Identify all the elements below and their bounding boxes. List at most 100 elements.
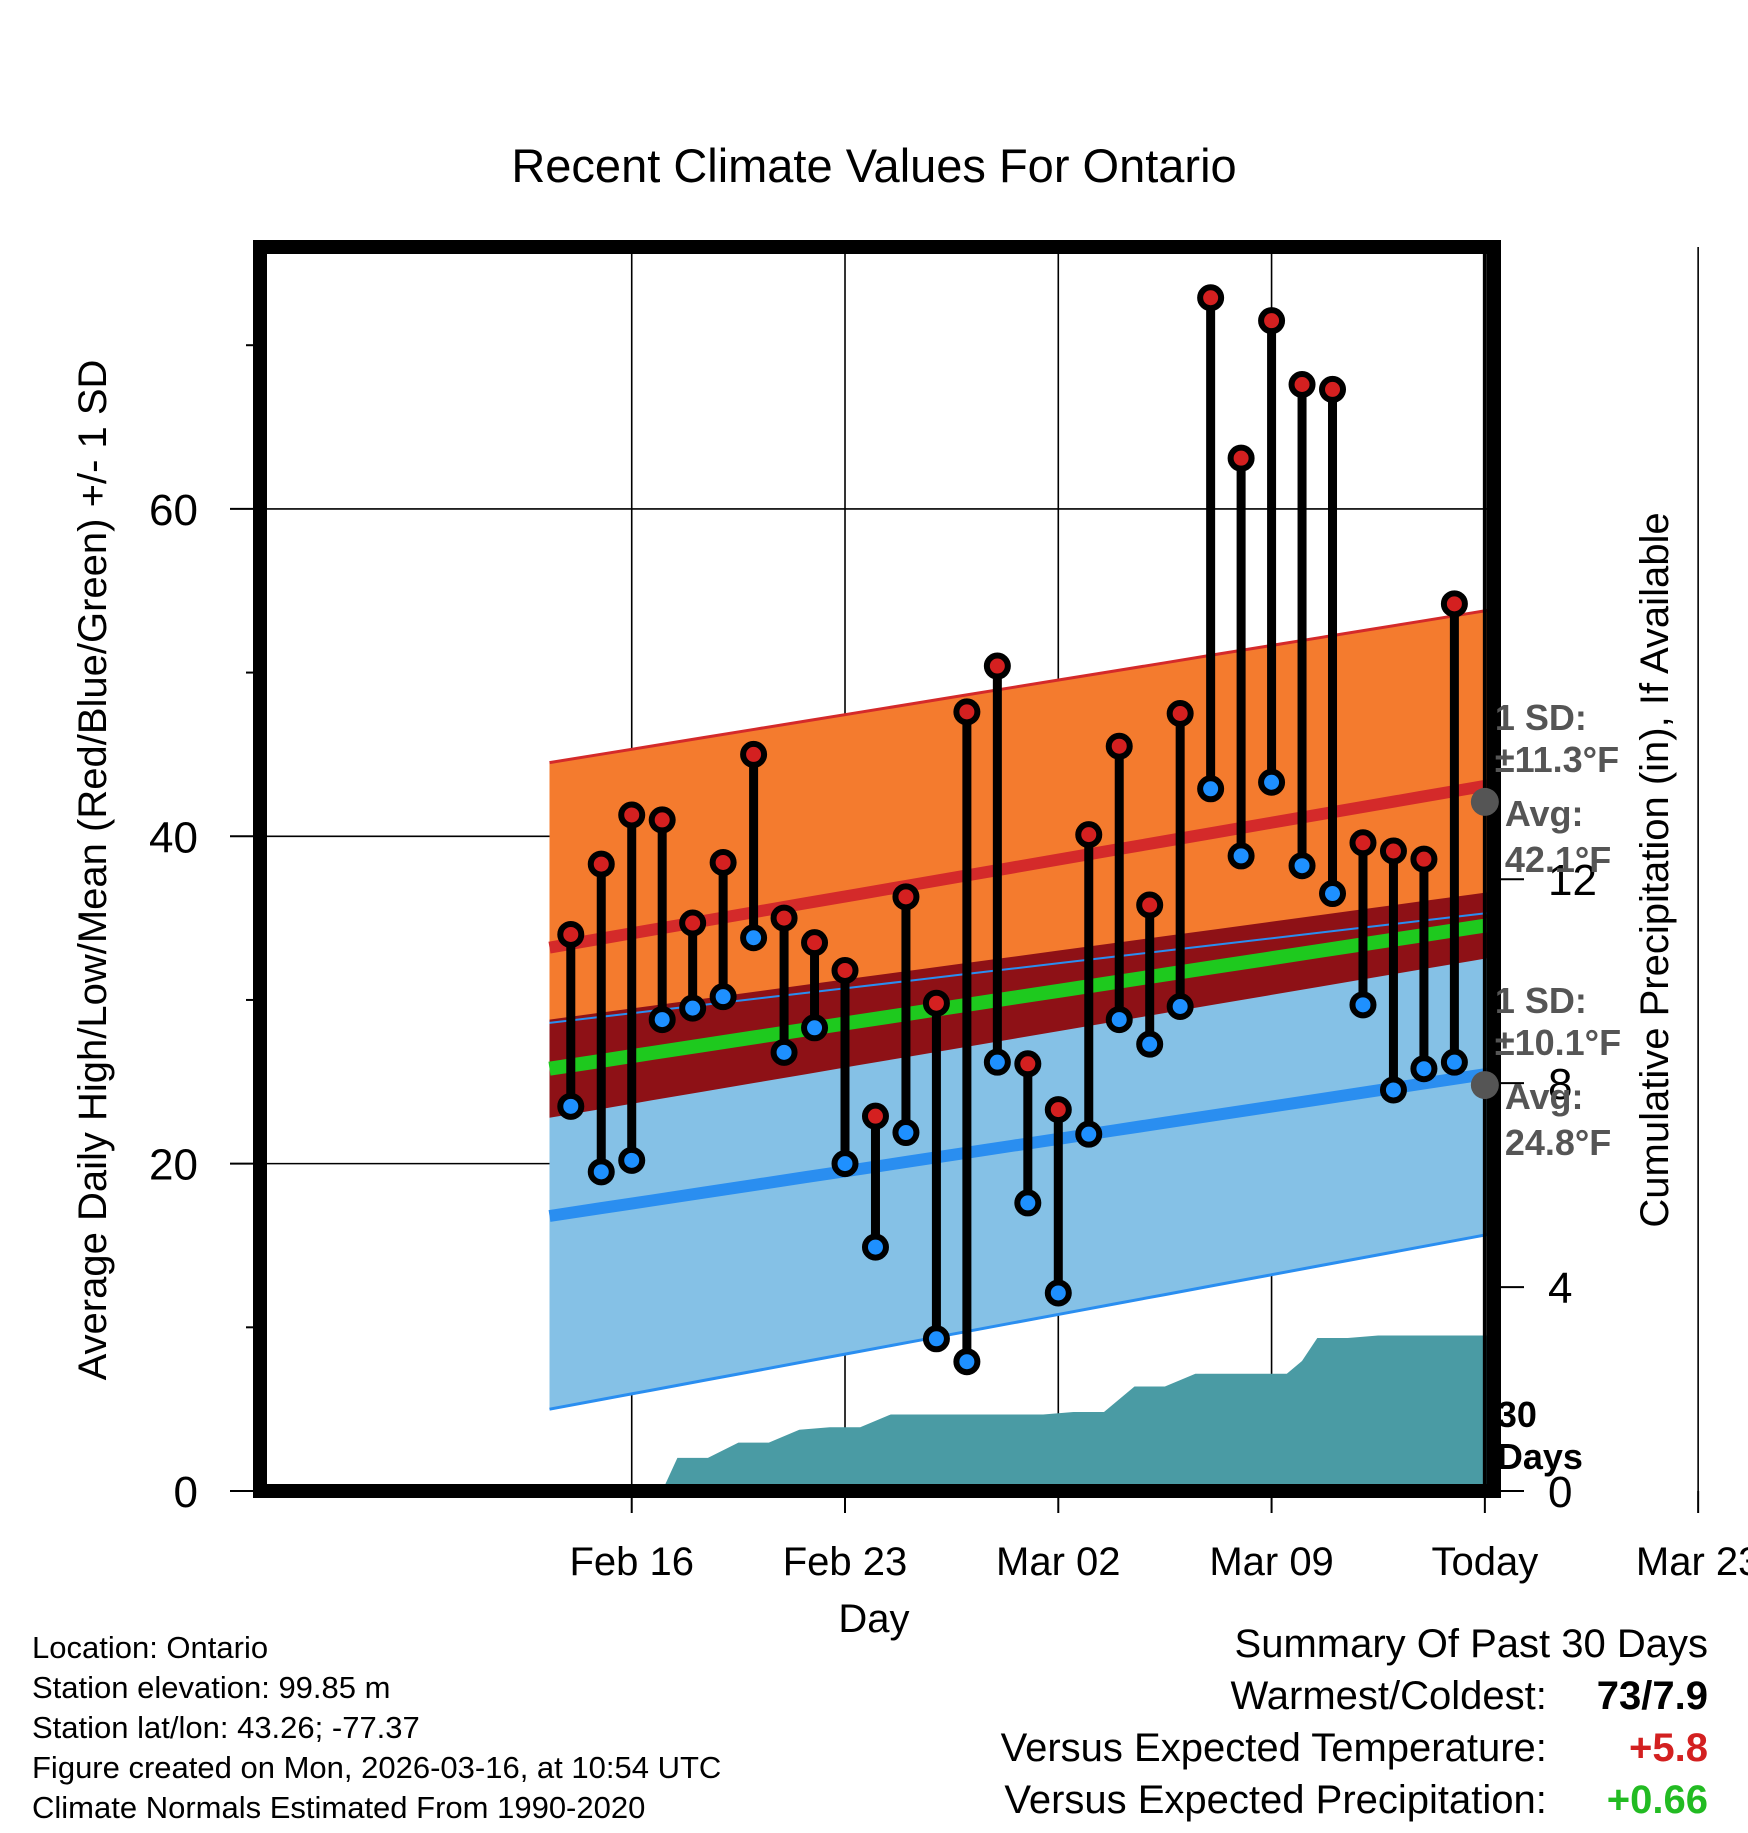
low-temp-point: [713, 986, 734, 1007]
x-axis-label: Day: [838, 1597, 909, 1641]
high-temp-point: [713, 852, 734, 873]
low-temp-point: [1352, 994, 1373, 1015]
low-temp-point: [1048, 1282, 1069, 1303]
high-temp-point: [652, 809, 673, 830]
y2-axis-label: Cumulative Precipitation (in), If Availa…: [1633, 512, 1677, 1227]
y-tick-label: 60: [149, 486, 198, 535]
y-tick-label: 0: [174, 1468, 198, 1517]
low-temp-point: [865, 1237, 886, 1258]
high-avg-point: [1471, 788, 1499, 816]
low-temp-point: [1017, 1192, 1038, 1213]
summary-precip-row: Versus Expected Precipitation: +0.66: [1001, 1774, 1708, 1826]
high-sd-value: ±11.3°F: [1495, 739, 1619, 780]
low-avg-point: [1471, 1071, 1499, 1099]
temp-value: +5.8: [1558, 1722, 1708, 1774]
x-tick-label: Feb 23: [783, 1540, 908, 1584]
high-temp-point: [591, 854, 612, 875]
high-temp-point: [1200, 287, 1221, 308]
low-temp-point: [1292, 855, 1313, 876]
warmest-value: 73/7.9: [1558, 1670, 1708, 1722]
high-temp-point: [1170, 703, 1191, 724]
high-temp-point: [1413, 849, 1434, 870]
low-temp-point: [1444, 1052, 1465, 1073]
low-sd-value: ±10.1°F: [1495, 1022, 1621, 1063]
summary-panel: Summary Of Past 30 Days Warmest/Coldest:…: [1001, 1618, 1708, 1826]
high-temp-point: [774, 908, 795, 929]
low-temp-point: [652, 1009, 673, 1030]
high-temp-point: [804, 932, 825, 953]
temp-label: Versus Expected Temperature:: [1001, 1726, 1547, 1770]
high-sd-label: 1 SD:: [1495, 697, 1587, 738]
low-temp-point: [621, 1150, 642, 1171]
high-temp-point: [835, 960, 856, 981]
normals-text: Climate Normals Estimated From 1990-2020: [32, 1788, 721, 1828]
x-tick-label: Mar 23: [1636, 1540, 1748, 1584]
elevation-text: Station elevation: 99.85 m: [32, 1668, 721, 1708]
high-temp-point: [1048, 1099, 1069, 1120]
low-temp-point: [835, 1153, 856, 1174]
high-temp-point: [1231, 448, 1252, 469]
summary-title: Summary Of Past 30 Days: [1001, 1618, 1708, 1670]
station-info: Location: Ontario Station elevation: 99.…: [32, 1628, 721, 1828]
high-temp-point: [1444, 593, 1465, 614]
low-temp-point: [591, 1161, 612, 1182]
high-temp-point: [560, 924, 581, 945]
high-temp-point: [895, 886, 916, 907]
low-temp-point: [1413, 1058, 1434, 1079]
precip-label: Versus Expected Precipitation:: [1004, 1778, 1547, 1822]
low-temp-point: [560, 1096, 581, 1117]
low-temp-point: [1231, 845, 1252, 866]
high-temp-point: [1322, 379, 1343, 400]
created-text: Figure created on Mon, 2026-03-16, at 10…: [32, 1748, 721, 1788]
low-temp-point: [1139, 1034, 1160, 1055]
low-sd-label: 1 SD:: [1495, 980, 1587, 1021]
high-temp-point: [743, 744, 764, 765]
y-axis-label: Average Daily High/Low/Mean (Red/Blue/Gr…: [71, 360, 115, 1381]
high-temp-point: [987, 656, 1008, 677]
high-temp-point: [621, 804, 642, 825]
low-temp-point: [774, 1042, 795, 1063]
warmest-label: Warmest/Coldest:: [1231, 1674, 1547, 1718]
low-temp-point: [1200, 778, 1221, 799]
high-temp-point: [1078, 824, 1099, 845]
low-temp-point: [895, 1122, 916, 1143]
period-number: 30: [1497, 1394, 1537, 1435]
high-temp-point: [956, 701, 977, 722]
high-temp-point: [1261, 310, 1282, 331]
low-temp-point: [1383, 1079, 1404, 1100]
high-temp-point: [1352, 832, 1373, 853]
high-temp-point: [682, 913, 703, 934]
low-temp-point: [926, 1328, 947, 1349]
low-temp-point: [987, 1052, 1008, 1073]
period-unit: Days: [1497, 1436, 1583, 1477]
low-temp-point: [682, 998, 703, 1019]
low-avg-value: 24.8°F: [1505, 1122, 1611, 1163]
x-tick-label: Today: [1431, 1540, 1538, 1584]
summary-warmest-row: Warmest/Coldest: 73/7.9: [1001, 1670, 1708, 1722]
high-avg-label: Avg:: [1505, 793, 1584, 834]
y2-tick-label: 4: [1548, 1264, 1572, 1313]
high-temp-point: [1109, 736, 1130, 757]
low-temp-point: [956, 1351, 977, 1372]
y-tick-label: 20: [149, 1141, 198, 1190]
summary-temp-row: Versus Expected Temperature: +5.8: [1001, 1722, 1708, 1774]
precip-value: +0.66: [1558, 1774, 1708, 1826]
chart-title: Recent Climate Values For Ontario: [511, 139, 1236, 192]
low-temp-point: [1078, 1124, 1099, 1145]
y-tick-label: 40: [149, 813, 198, 862]
low-temp-point: [804, 1017, 825, 1038]
high-temp-point: [1383, 840, 1404, 861]
high-temp-point: [1139, 895, 1160, 916]
high-temp-point: [1292, 374, 1313, 395]
x-tick-label: Mar 02: [996, 1540, 1121, 1584]
high-temp-point: [926, 993, 947, 1014]
latlon-text: Station lat/lon: 43.26; -77.37: [32, 1708, 721, 1748]
x-tick-label: Feb 16: [569, 1540, 694, 1584]
low-avg-label: Avg:: [1505, 1076, 1584, 1117]
high-temp-point: [1017, 1053, 1038, 1074]
high-avg-value: 42.1°F: [1505, 839, 1611, 880]
location-text: Location: Ontario: [32, 1628, 721, 1668]
x-tick-label: Mar 09: [1209, 1540, 1334, 1584]
